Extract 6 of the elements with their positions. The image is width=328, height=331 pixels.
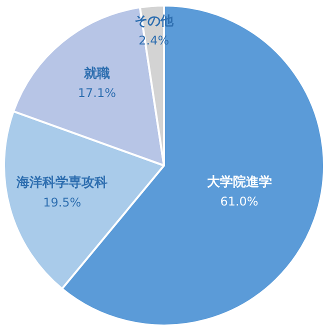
- data-label: 61.0%: [220, 194, 258, 209]
- slice-label: 就職: [82, 65, 110, 82]
- slice-label: 海洋科学専攻科: [16, 174, 108, 191]
- slice-label: 大学院進学: [206, 174, 272, 190]
- data-label: 19.5%: [43, 195, 82, 210]
- data-label: 17.1%: [78, 86, 116, 100]
